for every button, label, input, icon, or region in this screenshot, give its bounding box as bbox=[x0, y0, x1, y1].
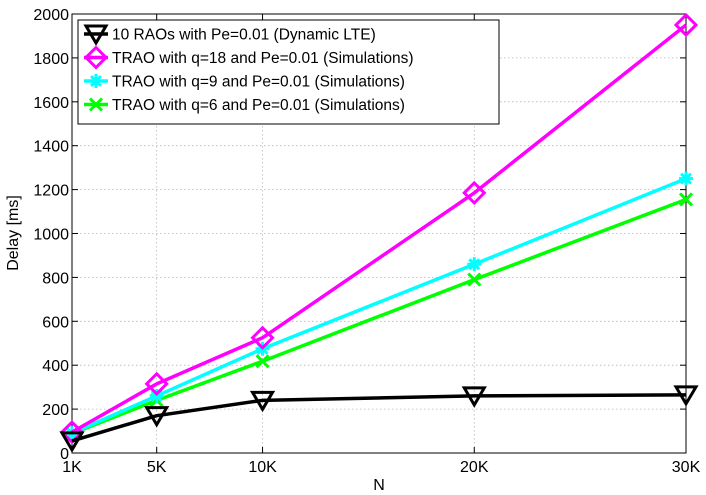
data-point-marker bbox=[59, 431, 85, 453]
data-point-marker bbox=[678, 192, 694, 207]
series-triangle-down bbox=[59, 385, 699, 453]
x-axis-title: N bbox=[373, 477, 385, 494]
y-axis-title: Delay [ms] bbox=[5, 195, 22, 271]
data-point-marker bbox=[59, 420, 85, 445]
y-tick-label: 600 bbox=[42, 314, 69, 331]
y-tick-label: 1200 bbox=[33, 183, 69, 200]
marker-stroke bbox=[679, 172, 693, 185]
legend-label: TRAO with q=18 and Pe=0.01 (Simulations) bbox=[112, 50, 414, 67]
x-tick-label: 20K bbox=[460, 459, 489, 476]
x-tick-label: 10K bbox=[248, 459, 277, 476]
data-point-marker bbox=[144, 406, 170, 428]
legend-marker bbox=[89, 74, 103, 88]
legend-label: 10 RAOs with Pe=0.01 (Dynamic LTE) bbox=[112, 27, 376, 44]
legend-item: TRAO with q=6 and Pe=0.01 (Simulations) bbox=[84, 97, 405, 114]
data-point-marker bbox=[673, 385, 699, 407]
y-tick-label: 400 bbox=[42, 358, 69, 375]
series-line bbox=[71, 393, 687, 443]
legend: 10 RAOs with Pe=0.01 (Dynamic LTE) TRAO w… bbox=[77, 19, 500, 125]
marker-stroke bbox=[467, 272, 482, 287]
data-series bbox=[59, 12, 699, 453]
legend-item: TRAO with q=9 and Pe=0.01 (Simulations) bbox=[84, 74, 405, 91]
legend-label: TRAO with q=9 and Pe=0.01 (Simulations) bbox=[112, 74, 405, 91]
legend-marker bbox=[88, 97, 104, 112]
y-tick-label: 2000 bbox=[33, 7, 69, 24]
data-point-marker bbox=[255, 354, 270, 369]
y-tick-label: 1600 bbox=[33, 95, 69, 112]
data-point-marker bbox=[673, 12, 699, 38]
data-point-marker bbox=[467, 257, 482, 272]
x-tick-label: 5K bbox=[147, 459, 167, 476]
legend-box bbox=[77, 19, 500, 125]
legend-marker bbox=[83, 24, 109, 46]
x-tick-label: 1K bbox=[62, 459, 82, 476]
data-point-marker bbox=[144, 371, 169, 396]
series-line bbox=[71, 23, 688, 434]
axis-ticks: 0 200 400 600 800 1000 1200 1400 1600 1800 2000 1K 5… bbox=[33, 7, 700, 476]
marker-stroke bbox=[468, 258, 481, 271]
data-point-marker bbox=[679, 171, 693, 186]
legend-item: TRAO with q=18 and Pe=0.01 (Simulations) bbox=[83, 45, 414, 70]
legend-marker bbox=[83, 45, 109, 70]
data-point-marker bbox=[467, 272, 482, 287]
y-tick-label: 0 bbox=[60, 446, 69, 463]
x-tick-label: 30K bbox=[672, 459, 701, 476]
data-point-marker bbox=[249, 390, 276, 413]
data-point-marker bbox=[462, 180, 487, 206]
marker-stroke bbox=[88, 97, 104, 112]
y-tick-label: 200 bbox=[42, 402, 69, 419]
y-tick-label: 1800 bbox=[33, 51, 69, 68]
data-point-marker bbox=[250, 325, 275, 350]
y-tick-label: 1400 bbox=[33, 139, 69, 156]
marker-stroke bbox=[89, 74, 103, 88]
series-diamond bbox=[59, 12, 699, 445]
marker-stroke bbox=[255, 354, 270, 369]
data-point-marker bbox=[461, 386, 487, 408]
y-tick-label: 1000 bbox=[33, 227, 69, 244]
legend-label: TRAO with q=6 and Pe=0.01 (Simulations) bbox=[112, 97, 405, 114]
legend-item: 10 RAOs with Pe=0.01 (Dynamic LTE) bbox=[83, 24, 376, 46]
marker-stroke bbox=[678, 192, 694, 207]
y-tick-label: 800 bbox=[42, 270, 69, 287]
